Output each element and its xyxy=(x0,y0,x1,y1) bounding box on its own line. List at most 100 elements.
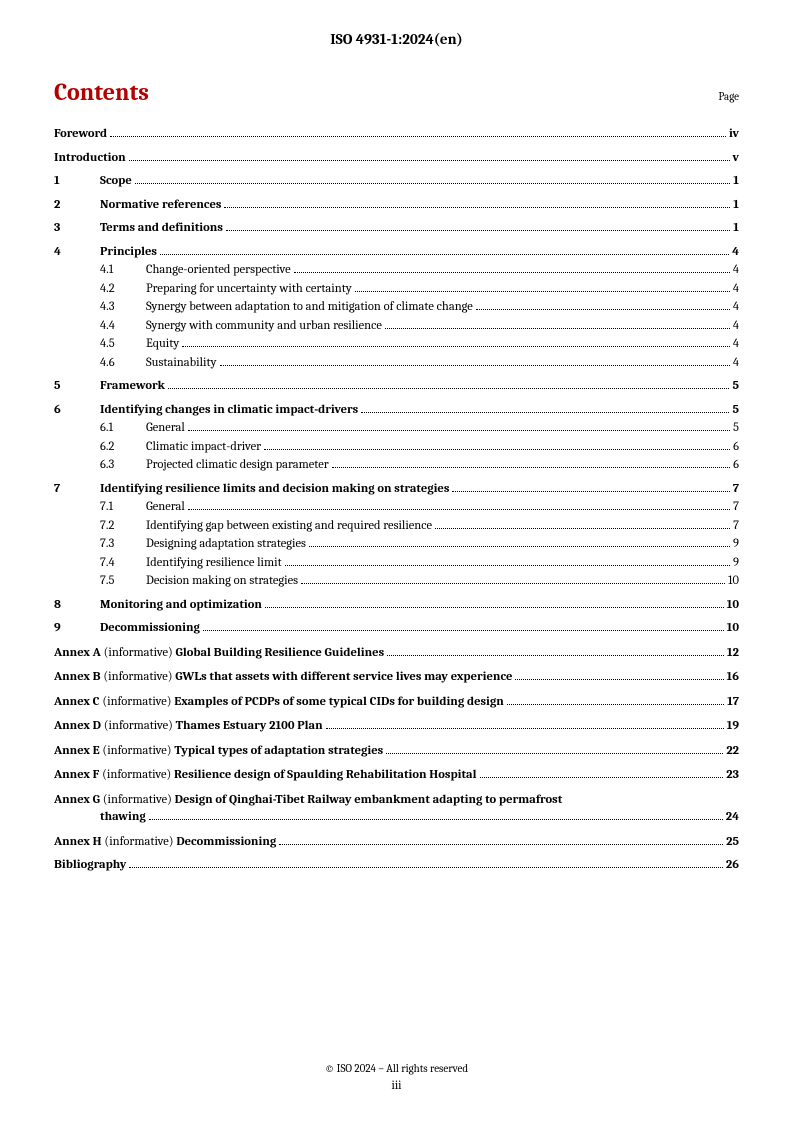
toc-leader xyxy=(188,509,730,510)
toc-row: Annex A (informative) Global Building Re… xyxy=(54,645,739,663)
toc-leader xyxy=(309,546,730,547)
toc-leader xyxy=(515,679,723,680)
toc-subsection-number: 4.6 xyxy=(100,355,146,373)
toc-page-number: 19 xyxy=(727,718,739,736)
toc-entry-title[interactable]: Foreword xyxy=(54,126,107,144)
toc-leader xyxy=(355,291,730,292)
toc-page-number: 7 xyxy=(733,481,739,499)
toc-entry-title[interactable]: Introduction xyxy=(54,150,126,168)
toc-leader xyxy=(265,607,724,608)
toc-annex-entry[interactable]: Annex E (informative) Typical types of a… xyxy=(54,743,383,761)
toc-section-number: 8 xyxy=(54,597,100,615)
toc-entry-title[interactable]: Identifying gap between existing and req… xyxy=(146,518,432,536)
toc-row: 3Terms and definitions 1 xyxy=(54,220,739,238)
toc-leader xyxy=(507,704,724,705)
toc-page-number: 6 xyxy=(733,457,739,475)
toc-row: 7.4Identifying resilience limit9 xyxy=(54,555,739,573)
toc-row: 4.6Sustainability4 xyxy=(54,355,739,373)
toc-entry-title[interactable]: Equity xyxy=(146,336,179,354)
toc-page-number: 6 xyxy=(733,439,739,457)
toc-annex-entry[interactable]: Annex G (informative) Design of Qinghai-… xyxy=(54,792,562,810)
toc-annex-entry[interactable]: Annex F (informative) Resilience design … xyxy=(54,767,477,785)
toc-section-number: 7 xyxy=(54,481,100,499)
toc-page-number: 24 xyxy=(726,809,739,827)
toc-entry-title[interactable]: General xyxy=(146,420,185,438)
toc-annex-entry[interactable]: Annex C (informative) Examples of PCDPs … xyxy=(54,694,504,712)
toc-entry-title[interactable]: Synergy with community and urban resilie… xyxy=(146,318,382,336)
toc-leader xyxy=(285,565,730,566)
toc-row: Introductionv xyxy=(54,150,739,168)
toc-entry-title[interactable]: Decommissioning xyxy=(100,620,200,638)
toc-entry-title[interactable]: Scope xyxy=(100,173,132,191)
toc-entry-title[interactable]: Sustainability xyxy=(146,355,217,373)
toc-section-number: 5 xyxy=(54,378,100,396)
toc-entry-title[interactable]: Preparing for uncertainty with certainty xyxy=(146,281,352,299)
toc-row: 2Normative references1 xyxy=(54,197,739,215)
toc-row: 4.2Preparing for uncertainty with certai… xyxy=(54,281,739,299)
toc-leader xyxy=(129,160,730,161)
toc-entry-title[interactable]: thawing xyxy=(100,809,146,827)
toc-row: 4Principles4 xyxy=(54,244,739,262)
toc-subsection-number: 4.4 xyxy=(100,318,146,336)
toc-leader xyxy=(220,365,730,366)
toc-entry-title[interactable]: Identifying resilience limit xyxy=(146,555,282,573)
toc-page-number: 4 xyxy=(733,262,739,280)
page-column-label: Page xyxy=(718,90,739,103)
toc-subsection-number: 4.3 xyxy=(100,299,146,317)
toc-subsection-number: 4.2 xyxy=(100,281,146,299)
toc-entry-title[interactable]: Identifying changes in climatic impact-d… xyxy=(100,402,358,420)
toc-page-number: 1 xyxy=(733,220,739,238)
toc-row: 4.5Equity 4 xyxy=(54,336,739,354)
toc-page-number: 7 xyxy=(733,499,739,517)
toc-leader xyxy=(149,819,723,820)
toc-subsection-number: 6.2 xyxy=(100,439,146,457)
toc-entry-title[interactable]: Monitoring and optimization xyxy=(100,597,262,615)
toc-row: 4.1Change-oriented perspective4 xyxy=(54,262,739,280)
toc-leader xyxy=(110,136,726,137)
toc-entry-title[interactable]: Principles xyxy=(100,244,157,262)
toc-entry-title[interactable]: Designing adaptation strategies xyxy=(146,536,306,554)
toc-row: Annex G (informative) Design of Qinghai-… xyxy=(54,792,739,810)
toc-row: 1Scope1 xyxy=(54,173,739,191)
toc-entry-title[interactable]: Projected climatic design parameter xyxy=(146,457,329,475)
toc-entry-title[interactable]: Climatic impact-driver xyxy=(146,439,261,457)
toc-page-number: 5 xyxy=(733,420,739,438)
toc-page-number: 1 xyxy=(733,173,739,191)
toc-page-number: 4 xyxy=(733,336,739,354)
toc-leader xyxy=(182,346,730,347)
toc-page-number: 5 xyxy=(732,402,739,420)
toc-leader xyxy=(385,328,730,329)
toc-leader xyxy=(332,467,730,468)
toc-entry-title[interactable]: General xyxy=(146,499,185,517)
toc-entry-title[interactable]: Identifying resilience limits and decisi… xyxy=(100,481,449,499)
toc-leader xyxy=(294,272,730,273)
toc-entry-title[interactable]: Synergy between adaptation to and mitiga… xyxy=(146,299,473,317)
toc-entry-title[interactable]: Terms and definitions xyxy=(100,220,223,238)
document-header: ISO 4931-1:2024(en) xyxy=(54,30,739,48)
toc-leader xyxy=(168,388,730,389)
toc-leader xyxy=(361,412,729,413)
toc-annex-entry[interactable]: Annex A (informative) Global Building Re… xyxy=(54,645,384,663)
toc-leader xyxy=(480,777,724,778)
toc-page-number: 4 xyxy=(732,244,739,262)
toc-leader xyxy=(326,728,724,729)
toc-subsection-number: 4.5 xyxy=(100,336,146,354)
toc-annex-entry[interactable]: Annex H (informative) Decommissioning xyxy=(54,834,276,852)
toc-row: 5Framework5 xyxy=(54,378,739,396)
toc-entry-title[interactable]: Decision making on strategies xyxy=(146,573,298,591)
toc-subsection-number: 7.3 xyxy=(100,536,146,554)
toc-annex-entry[interactable]: Annex D (informative) Thames Estuary 210… xyxy=(54,718,323,736)
toc-section-number: 3 xyxy=(54,220,100,238)
toc-entry-title[interactable]: Normative references xyxy=(100,197,221,215)
toc-row: 7.3Designing adaptation strategies9 xyxy=(54,536,739,554)
toc-row: 7.5Decision making on strategies10 xyxy=(54,573,739,591)
toc-leader xyxy=(279,844,723,845)
toc-page-number: 12 xyxy=(727,645,739,663)
toc-entry-title[interactable]: Bibliography xyxy=(54,857,126,875)
toc-entry-title[interactable]: Framework xyxy=(100,378,165,396)
toc-page-number: 4 xyxy=(733,299,739,317)
toc-annex-entry[interactable]: Annex B (informative) GWLs that assets w… xyxy=(54,669,512,687)
toc-page-number: 7 xyxy=(733,518,739,536)
toc-entry-title[interactable]: Change-oriented perspective xyxy=(146,262,291,280)
toc-row: 6Identifying changes in climatic impact-… xyxy=(54,402,739,420)
